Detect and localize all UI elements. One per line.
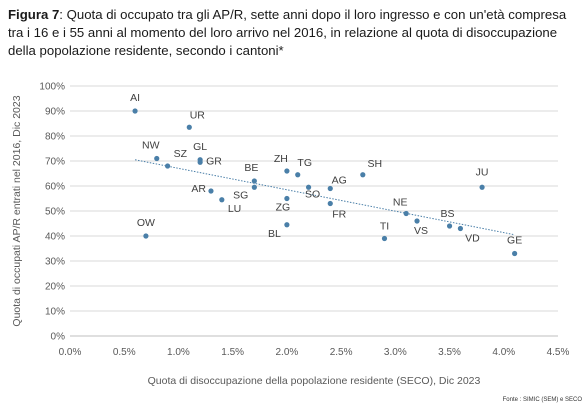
data-point-vd [457, 225, 463, 232]
data-point-ti [381, 235, 388, 242]
point-label-ai: AI [130, 92, 140, 104]
x-tick-label: 0.5% [113, 347, 136, 358]
point-label-ow: OW [137, 217, 155, 229]
trendline-group [134, 159, 515, 236]
y-tick-label: 100% [39, 82, 65, 93]
y-tick-label: 70% [45, 157, 65, 168]
data-point-sh [360, 172, 366, 178]
point-label-sg: SG [233, 189, 248, 201]
point-label-tg: TG [297, 157, 312, 169]
source-note: Fonte : SIMIC (SEM) e SECO [502, 397, 582, 403]
data-point-bl [284, 222, 290, 228]
x-tick-label: 2.5% [330, 347, 353, 358]
point-label-ag: AG [332, 175, 347, 187]
y-tick-label: 80% [45, 132, 65, 143]
point-label-vd: VD [465, 233, 480, 245]
point-label-ge: GE [507, 235, 522, 247]
y-tick-label: 50% [45, 207, 65, 218]
x-tick-label: 1.5% [221, 347, 244, 358]
point-label-ne: NE [393, 197, 408, 209]
point-label-gr: GR [206, 155, 222, 167]
data-point-ow [143, 233, 149, 239]
y-tick-label: 0% [51, 332, 66, 343]
x-axis-ticks: 0.0% 0.5% 1.0% 1.5% 2.0% 2.5% 3.0% 3.5% 4.0% 4.5% [59, 347, 570, 358]
gridlines [70, 85, 558, 337]
data-point-nw [154, 155, 160, 162]
point-label-so: SO [305, 188, 320, 200]
x-tick-label: 0.0% [59, 347, 82, 358]
data-point-ge [512, 250, 518, 257]
point-label-vs: VS [414, 225, 428, 237]
data-point-zh [284, 168, 290, 174]
data-point-sg [251, 184, 257, 190]
data-points [132, 108, 518, 257]
point-label-gl: GL [193, 141, 207, 153]
x-tick-label: 3.0% [384, 347, 407, 358]
point-label-bs: BS [441, 208, 455, 220]
x-tick-label: 2.0% [275, 347, 298, 358]
trendline [134, 159, 515, 236]
data-point-ai [132, 108, 138, 114]
x-tick-label: 4.5% [547, 347, 570, 358]
data-point-so [305, 184, 312, 190]
data-point-sz [165, 163, 171, 169]
data-point-bs [446, 223, 453, 229]
point-labels: AI UR NW SZ GL GR OW AR LU BE SG ZH TG ZG BL SO AG FR SH NE… [130, 92, 522, 247]
chart-title: Figura 7: Quota di occupato tra gli AP/R… [8, 6, 584, 60]
point-label-lu: LU [228, 203, 241, 215]
data-point-ag [327, 185, 333, 192]
point-label-ar: AR [191, 183, 206, 195]
data-point-ar [208, 188, 214, 194]
x-tick-label: 3.5% [438, 347, 461, 358]
data-point-ur [186, 124, 192, 130]
point-label-be: BE [244, 162, 258, 174]
y-tick-label: 60% [45, 182, 65, 193]
point-label-ti: TI [380, 221, 389, 233]
data-point-vs [414, 218, 420, 224]
y-tick-label: 10% [45, 307, 65, 318]
point-label-ur: UR [190, 109, 206, 121]
y-axis-ticks: 0% 10% 20% 30% 40% 50% 60% 70% 80% 90% 100% [39, 82, 65, 343]
point-label-nw: NW [142, 140, 160, 152]
point-label-sh: SH [368, 158, 383, 170]
point-label-zh: ZH [274, 153, 288, 165]
data-point-be [251, 178, 257, 184]
y-tick-label: 90% [45, 107, 65, 118]
data-point-ju [479, 184, 485, 190]
y-tick-label: 40% [45, 232, 65, 243]
data-point-zg [284, 195, 290, 202]
point-label-zg: ZG [276, 202, 291, 214]
data-point-gr [197, 159, 203, 165]
point-label-bl: BL [268, 228, 281, 240]
data-point-ne [403, 210, 409, 217]
y-tick-label: 30% [45, 257, 65, 268]
point-label-ju: JU [476, 166, 489, 178]
y-tick-label: 20% [45, 282, 65, 293]
point-label-fr: FR [332, 209, 346, 221]
point-label-sz: SZ [174, 148, 188, 160]
x-tick-label: 1.0% [167, 347, 190, 358]
y-axis-label: Quota di occupati AP/R entrati nel 2016,… [11, 95, 23, 326]
data-point-tg [295, 172, 301, 178]
figure-title-text: : Quota di occupato tra gli AP/R, sette … [8, 7, 567, 58]
x-tick-label: 4.0% [492, 347, 515, 358]
x-axis-label: Quota di disoccupazione della popolazion… [148, 375, 481, 387]
figure-label: Figura 7 [8, 7, 60, 22]
data-point-fr [327, 200, 333, 207]
data-point-lu [219, 197, 225, 203]
